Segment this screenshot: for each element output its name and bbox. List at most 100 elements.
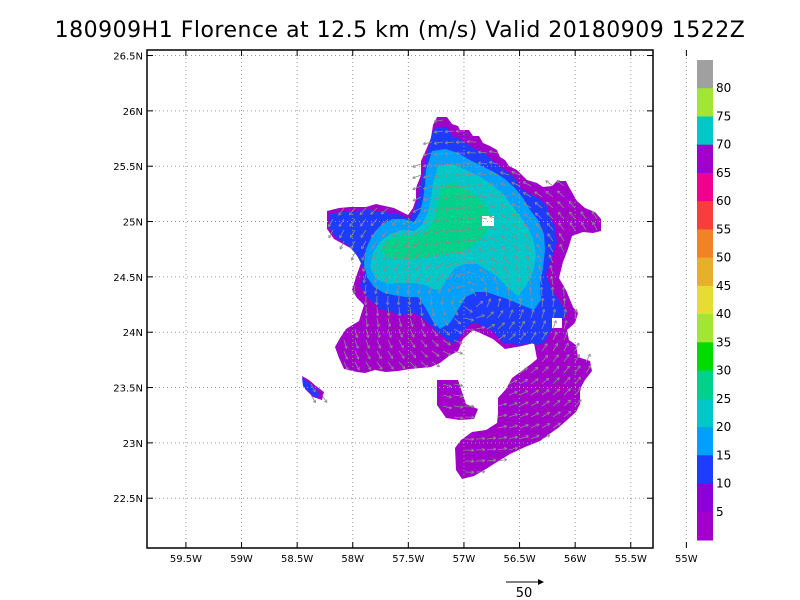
reference-vector-label: 50 [516,586,533,600]
wind-vector [433,141,444,145]
wind-vector [453,350,463,355]
wind-vector [450,295,455,306]
wind-vector [546,222,554,231]
wind-vector [387,317,392,328]
wind-vector [545,180,554,187]
wind-vector [455,217,466,222]
colorbar-swatch [697,144,713,174]
colorbar-swatch [697,116,713,146]
wind-vector [580,211,587,220]
wind-vector [418,295,423,306]
wind-vector [423,218,433,224]
wind-vector [549,265,554,275]
wind-vector [477,226,488,231]
wind-vector [477,172,488,176]
wind-vector [412,174,422,180]
colorbar-swatch [697,511,713,541]
wind-vector [530,412,540,418]
reference-vector: 50 [506,579,544,600]
wind-vector [431,306,435,317]
wind-vector [574,365,581,374]
lat-tick-label: 25N [123,218,143,229]
wind-vector [574,342,580,352]
wind-vector [423,163,433,168]
wind-vector [423,185,433,190]
wind-vector [508,402,518,407]
wind-vector [504,276,510,286]
colorbar-label: 10 [716,477,731,491]
wind-vector [475,458,486,463]
wind-vector [453,383,464,387]
wind-vector [375,306,380,317]
wind-vector [525,254,532,264]
wind-vector [527,275,532,286]
wind-vector [523,213,532,220]
wind-vector [376,328,381,338]
wind-vector [489,215,499,220]
wind-vector [530,401,540,407]
wind-vector [348,207,356,216]
wind-vector [477,183,488,187]
wind-vector [563,410,572,418]
wind-vector [483,286,488,297]
wind-vector [365,317,369,328]
wind-vector [423,152,433,157]
wind-vector [574,376,582,385]
wind-vector [530,434,540,440]
wind-vector [475,300,484,308]
wind-vector [511,203,521,209]
wind-vector [434,251,444,257]
wind-vector [466,238,477,243]
wind-vector [512,224,521,231]
wind-vector [552,377,560,385]
wind-vector [489,193,499,198]
wind-vector [354,328,359,338]
wind-vector [455,140,466,144]
lat-tick-label: 24N [123,328,143,339]
wind-vector [541,434,551,440]
wind-vector [453,394,464,398]
colorbar-label: 25 [716,392,731,406]
colorbar-label: 20 [716,420,731,434]
wind-vector [497,297,502,308]
wind-vector [466,139,477,144]
wind-vector [541,423,551,429]
wind-vector [360,229,367,238]
wind-vector [365,350,371,360]
wind-vector [420,306,424,317]
wind-vector [387,361,394,370]
lat-tick-label: 26.5N [113,52,143,63]
wind-vector [466,172,477,177]
wind-vector [508,297,512,308]
wind-vector [395,273,400,283]
wind-vector [370,218,378,227]
wind-vector [433,119,444,123]
wind-vector [433,174,444,179]
wind-vector [530,378,539,385]
wind-vector [500,214,510,220]
wind-vector [433,163,444,168]
wind-vector [371,229,378,238]
wind-vector [310,394,317,404]
wind-vector [376,350,382,360]
wind-vector [470,288,477,297]
wind-vector [455,239,466,244]
wind-vector [489,247,499,253]
wind-vector [361,251,367,261]
wind-vector [398,350,405,359]
wind-vector [541,308,546,319]
wind-vector [381,229,389,238]
wind-vector [455,173,466,178]
wind-vector [559,243,565,253]
wind-vector [466,227,477,232]
wind-vector [442,350,452,356]
wind-vector [343,339,348,349]
wind-vector [563,331,569,341]
wind-vector [420,317,425,327]
wind-vector [354,339,359,349]
wind-vector [361,240,367,250]
wind-vector [489,225,499,231]
wind-vector [445,251,455,256]
wind-vector [453,405,464,409]
wind-vector [381,218,389,226]
